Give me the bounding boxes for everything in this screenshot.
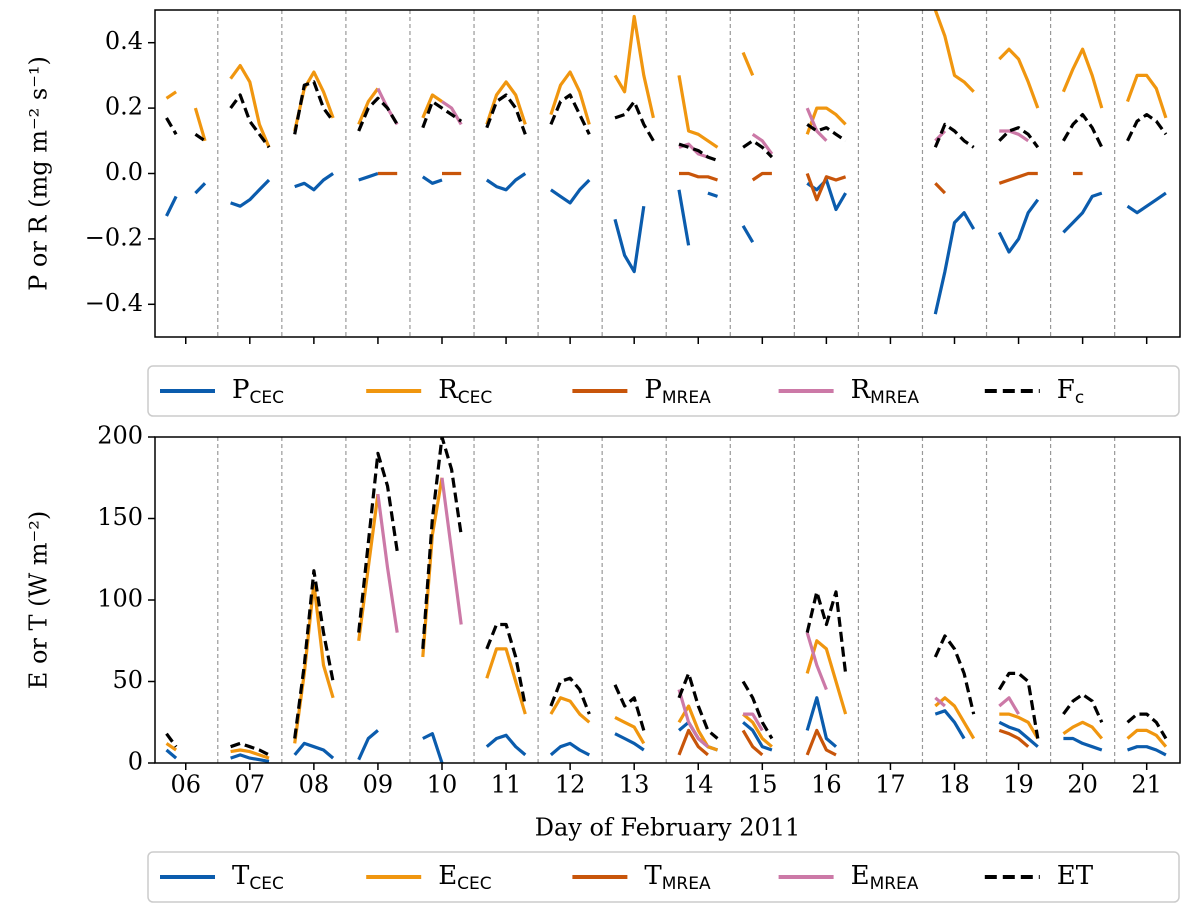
x-tick-label: 13: [619, 771, 650, 799]
legend-label: Fc: [1057, 375, 1084, 408]
x-tick-label: 21: [1131, 771, 1162, 799]
legend-label: RMREA: [851, 375, 920, 408]
legend-subscript: MREA: [662, 874, 711, 894]
legend-name: ET: [1057, 861, 1094, 891]
x-tick-label: 14: [683, 771, 714, 799]
series-group: [165, 10, 1168, 315]
y-tick-label: 100: [97, 585, 143, 613]
series-line: [165, 477, 1168, 760]
legend-name: E: [438, 861, 457, 891]
legend-label: EMREA: [851, 861, 919, 894]
x-tick-label: 12: [555, 771, 586, 799]
x-tick-label: 09: [363, 771, 394, 799]
series-line: [165, 10, 1168, 149]
series-line: [165, 171, 1167, 315]
x-tick-label: 19: [1003, 771, 1034, 799]
series-line: [677, 728, 1030, 757]
x-tick-label: 16: [811, 771, 842, 799]
x-tick-label: 18: [939, 771, 970, 799]
y-tick-label: −0.4: [85, 289, 143, 317]
legend-subscript: MREA: [662, 388, 711, 408]
series-line: [376, 477, 1020, 748]
y-tick-label: 150: [97, 503, 143, 531]
legend-subscript: CEC: [458, 388, 492, 408]
legend-name: T: [644, 861, 662, 891]
x-tick-label: 11: [491, 771, 522, 799]
series-line: [377, 171, 1083, 202]
y-tick-label: 0.0: [105, 158, 143, 186]
legend-subscript: c: [1075, 388, 1084, 408]
legend-label: RCEC: [438, 375, 492, 408]
legend-label: TCEC: [232, 861, 284, 894]
y-tick-label: 200: [97, 422, 143, 450]
x-tick-label: 20: [1067, 771, 1098, 799]
legend-subscript: MREA: [870, 388, 919, 408]
legend-name: F: [1057, 375, 1075, 405]
x-tick-label: 10: [427, 771, 458, 799]
legend-name: P: [644, 375, 662, 405]
plot-frame: [154, 436, 1181, 764]
x-tick-label: 07: [235, 771, 266, 799]
legend-label: PCEC: [232, 375, 284, 408]
legend-name: E: [851, 861, 870, 891]
y-axis-label: P or R (mg m⁻² s⁻¹): [25, 56, 53, 291]
legend-label: ET: [1057, 861, 1094, 891]
y-axis-label: E or T (W m⁻²): [25, 511, 53, 689]
x-tick-label: 06: [170, 771, 201, 799]
legend-frame: [147, 365, 1180, 417]
series-line: [165, 80, 1168, 162]
y-tick-label: 50: [112, 666, 143, 694]
legend-name: T: [232, 861, 250, 891]
series-group: [165, 437, 1168, 763]
legend-frame: [147, 851, 1180, 903]
legend-subscript: CEC: [457, 874, 491, 894]
x-axis-label: Day of February 2011: [535, 814, 801, 842]
legend-label: ECEC: [438, 861, 491, 894]
series-line: [378, 89, 1064, 158]
y-tick-label: 0.4: [105, 27, 143, 55]
y-tick-label: 0: [128, 748, 143, 776]
y-tick-label: 0.2: [105, 93, 143, 121]
x-tick-label: 08: [299, 771, 330, 799]
series-line: [165, 437, 1168, 757]
x-tick-label: 17: [875, 771, 906, 799]
legend-label: PMREA: [644, 375, 711, 408]
legend-subscript: CEC: [249, 874, 283, 894]
legend-name: P: [232, 375, 250, 405]
y-tick-label: −0.2: [85, 223, 143, 251]
legend-subscript: MREA: [870, 874, 919, 894]
legend-name: R: [851, 375, 872, 405]
legend-label: TMREA: [644, 861, 711, 894]
legend-subscript: CEC: [250, 388, 284, 408]
legend-name: R: [438, 375, 459, 405]
x-tick-label: 15: [747, 771, 778, 799]
